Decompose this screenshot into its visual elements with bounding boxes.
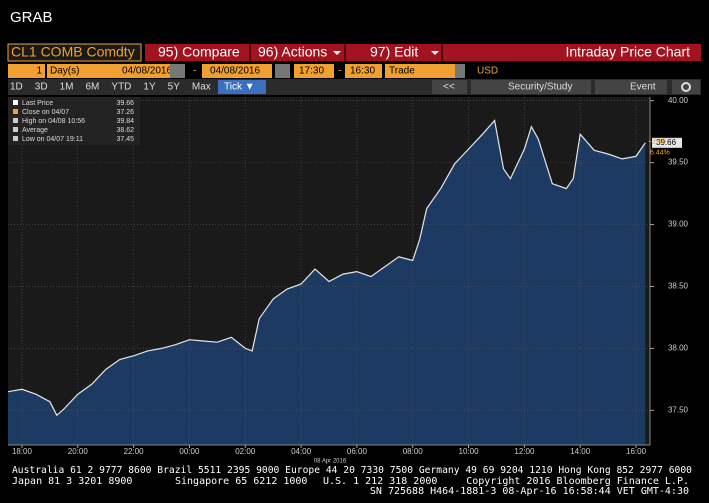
compare-button[interactable]: 95) Compare — [158, 44, 240, 60]
x-tick-label: 22:00 — [124, 447, 145, 456]
end-date: 04/08/2016 — [210, 66, 260, 77]
start-time-field[interactable] — [294, 64, 334, 78]
legend-label: High on 04/08 10:56 — [22, 118, 85, 125]
tick-button[interactable]: Tick ▼ — [224, 82, 255, 93]
end-time: 16:30 — [350, 66, 375, 77]
range-button[interactable]: Max — [192, 82, 211, 93]
x-tick-label: 12:00 — [514, 447, 535, 456]
legend-swatch — [13, 100, 18, 105]
range-button[interactable]: 1D — [10, 82, 23, 93]
study-button-bg[interactable] — [471, 80, 591, 94]
dash: - — [338, 66, 341, 77]
actions-button[interactable]: 96) Actions — [258, 44, 327, 60]
legend: Last Price 39.66 Close on 04/07 37.26 High o… — [13, 100, 134, 143]
range-button[interactable]: 6M — [86, 82, 100, 93]
legend-value: 37.26 — [116, 109, 134, 116]
range-button[interactable]: 1Y — [143, 82, 156, 93]
chart-name: Intraday Price Chart — [566, 44, 691, 60]
start-time: 17:30 — [299, 66, 324, 77]
event-type: Trade — [389, 66, 415, 77]
footer-line: SN 725688 H464-1881-3 08-Apr-16 16:58:44… — [370, 486, 689, 497]
footer-line: Australia 61 2 9777 8600 Brazil 5511 239… — [12, 465, 692, 476]
range-button[interactable]: 3D — [35, 82, 48, 93]
event-button[interactable]: Event — [630, 82, 656, 93]
period-unit: Day(s) — [50, 66, 79, 77]
start-date-field-b[interactable] — [115, 64, 168, 78]
end-time-field[interactable] — [345, 64, 382, 78]
last-price-tag — [652, 137, 682, 148]
calendar-icon[interactable] — [170, 64, 185, 78]
dropdown[interactable] — [455, 64, 465, 78]
security-field[interactable] — [7, 43, 142, 62]
footer-line: Copyright 2016 Bloomberg Finance L.P. — [466, 476, 689, 487]
legend-value: 39.66 — [116, 100, 134, 107]
x-tick-label: 10:00 — [459, 447, 480, 456]
calendar-icon[interactable] — [275, 64, 290, 78]
period: 1 — [36, 66, 42, 77]
legend-box — [8, 97, 140, 145]
settings-button[interactable] — [672, 80, 700, 94]
footer-line: Singapore 65 6212 1000 — [175, 476, 307, 487]
legend-value: 37.45 — [116, 136, 134, 143]
x-tick-label: 06:00 — [347, 447, 368, 456]
price-line — [7, 119, 646, 417]
legend-value: 38.62 — [116, 127, 134, 134]
legend-label: Close on 04/07 — [22, 109, 69, 116]
tick-button-bg[interactable] — [218, 80, 266, 94]
end-date-field[interactable] — [202, 64, 272, 78]
period-field[interactable] — [8, 64, 45, 78]
back-button-bg[interactable] — [432, 80, 467, 94]
edit-button[interactable]: 97) Edit — [370, 44, 418, 60]
price-area — [8, 120, 646, 445]
change-label: +2.40 — [648, 139, 666, 146]
x-tick-label: 14:00 — [570, 447, 591, 456]
x-tick-label: 00:00 — [179, 447, 200, 456]
y-tick-label: 40.00 — [668, 96, 689, 105]
dash: - — [193, 66, 196, 77]
range-button[interactable]: 5Y — [168, 82, 181, 93]
x-tick-label: 04:00 — [291, 447, 312, 456]
legend-swatch — [13, 109, 18, 114]
gear-icon — [681, 82, 691, 92]
legend-swatch — [13, 127, 18, 132]
y-tick-label: 39.00 — [668, 220, 689, 229]
back-button[interactable]: << — [443, 82, 455, 93]
y-tick-label: 39.50 — [668, 158, 689, 167]
footer-line: Japan 81 3 3201 8900 — [12, 476, 132, 487]
legend-label: Average — [22, 127, 48, 134]
legend-label: Low on 04/07 19:11 — [22, 136, 83, 143]
date-label: 08 Apr 2016 — [314, 459, 347, 465]
legend-swatch — [13, 118, 18, 123]
x-tick-label: 20:00 — [68, 447, 89, 456]
security: CL1 COMB Comdty — [11, 44, 135, 60]
plot: 37.50 38.00 38.50 39.00 39.50 40.00 18:00 20:00… — [7, 96, 689, 456]
last-price-label: 39.66 — [656, 138, 677, 147]
x-tick-label: 02:00 — [235, 447, 256, 456]
window-title: GRAB — [10, 9, 53, 26]
range-button[interactable]: 1M — [60, 82, 74, 93]
legend-label: Last Price — [22, 100, 53, 107]
start-date: 04/08/2016 — [122, 66, 172, 77]
range-button[interactable]: YTD — [111, 82, 131, 93]
y-tick-label: 37.50 — [668, 405, 689, 414]
event-field[interactable] — [385, 64, 465, 78]
menu-bar — [145, 44, 701, 61]
event-button-bg[interactable] — [595, 80, 667, 94]
study-button[interactable]: Security/Study — [508, 82, 572, 93]
range-buttons: 1D 3D 1M 6M YTD 1Y 5Y Max — [10, 82, 211, 93]
x-tick-label: 18:00 — [12, 447, 33, 456]
footer-line: U.S. 1 212 318 2000 — [323, 476, 437, 487]
y-tick-label: 38.00 — [668, 344, 689, 353]
x-tick-label: 16:00 — [626, 447, 647, 456]
currency: USD — [477, 66, 498, 77]
legend-value: 39.84 — [116, 118, 134, 125]
x-tick-label: 08:00 — [403, 447, 424, 456]
change-pct-label: 6.44% — [650, 150, 670, 157]
legend-swatch — [13, 136, 18, 141]
y-tick-label: 38.50 — [668, 282, 689, 291]
